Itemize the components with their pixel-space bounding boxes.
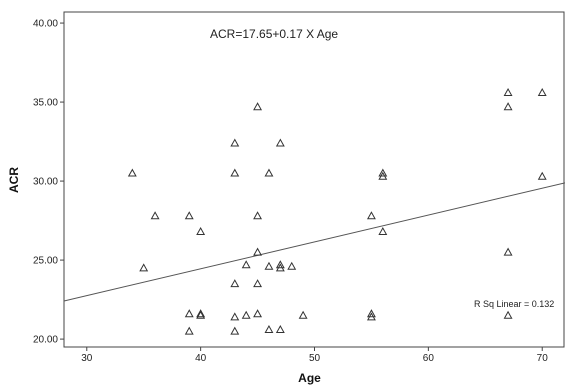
data-point — [503, 310, 513, 319]
data-point — [503, 87, 513, 96]
data-point — [241, 310, 251, 319]
data-point — [253, 102, 263, 111]
data-point — [127, 168, 137, 177]
data-point — [537, 171, 547, 180]
y-tick-label: 30.00 — [33, 177, 58, 188]
data-point — [253, 279, 263, 288]
data-point — [230, 326, 240, 335]
data-point — [287, 261, 297, 270]
y-tick-label: 25.00 — [33, 256, 58, 267]
data-point — [264, 261, 274, 270]
data-point — [264, 168, 274, 177]
data-point — [366, 309, 376, 318]
y-tick-label: 40.00 — [33, 19, 58, 30]
data-point — [275, 263, 285, 272]
x-tick-label: 60 — [423, 353, 435, 364]
y-axis-title: ACR — [7, 167, 21, 193]
x-axis-title: Age — [298, 371, 321, 385]
x-axis: 30 40 50 60 70 — [81, 347, 548, 364]
data-point — [184, 326, 194, 335]
data-point — [230, 279, 240, 288]
data-point — [503, 247, 513, 256]
data-point — [298, 310, 308, 319]
data-point — [150, 211, 160, 220]
data-point — [537, 87, 547, 96]
data-point — [230, 312, 240, 321]
data-point — [378, 227, 388, 236]
data-point — [139, 263, 149, 272]
data-point — [275, 324, 285, 333]
x-tick-label: 30 — [81, 353, 93, 364]
data-point — [264, 324, 274, 333]
y-axis: 20.00 25.00 30.00 35.00 40.00 — [33, 19, 64, 346]
x-tick-label: 70 — [537, 353, 549, 364]
plot-area-frame — [63, 11, 565, 348]
data-points — [127, 87, 547, 335]
regression-equation-label: ACR=17.65+0.17 X Age — [210, 27, 338, 41]
y-tick-label: 35.00 — [33, 98, 58, 109]
r-squared-label: R Sq Linear = 0.132 — [474, 299, 554, 309]
data-point — [241, 260, 251, 269]
data-point — [184, 309, 194, 318]
data-point — [378, 168, 388, 177]
data-point — [253, 309, 263, 318]
data-point — [275, 138, 285, 147]
x-tick-label: 50 — [309, 353, 321, 364]
data-point — [184, 211, 194, 220]
data-point — [503, 102, 513, 111]
data-point — [378, 171, 388, 180]
y-tick-label: 20.00 — [33, 335, 58, 346]
data-point — [196, 310, 206, 319]
regression-line — [63, 182, 565, 302]
x-tick-label: 40 — [195, 353, 207, 364]
data-point — [275, 260, 285, 269]
data-point — [196, 309, 206, 318]
data-point — [230, 168, 240, 177]
data-point — [230, 138, 240, 147]
data-point — [253, 211, 263, 220]
data-point — [366, 312, 376, 321]
data-point — [253, 247, 263, 256]
data-point — [196, 227, 206, 236]
data-point — [366, 211, 376, 220]
